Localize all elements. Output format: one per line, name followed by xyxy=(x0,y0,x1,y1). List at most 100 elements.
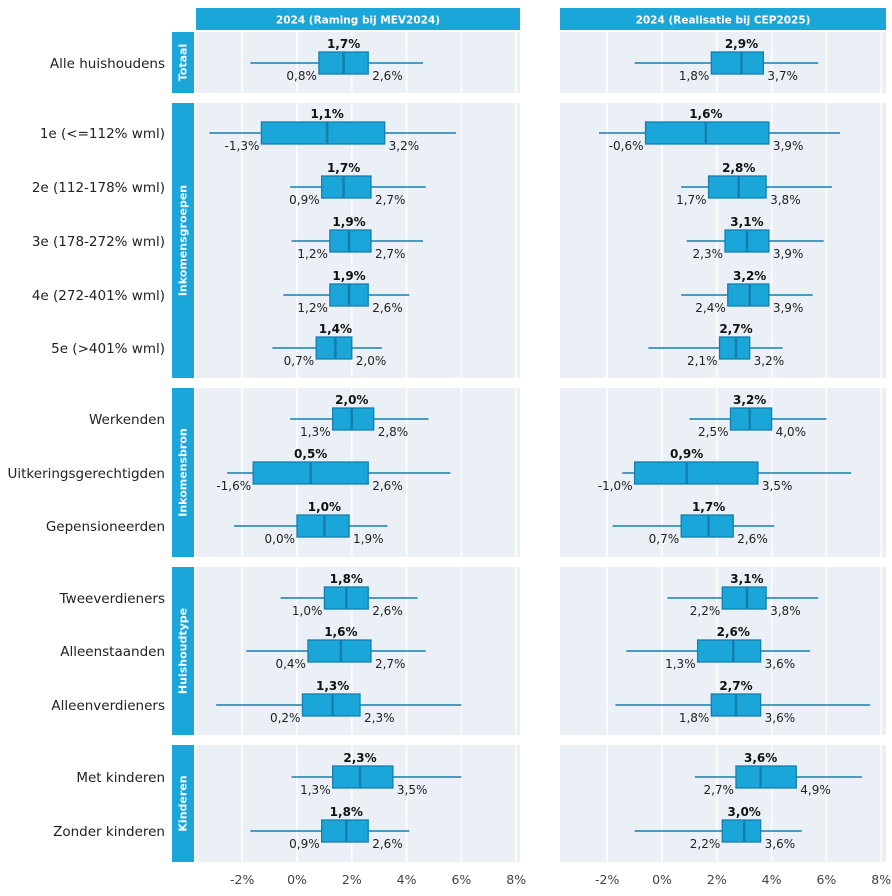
q3-label: 2,7% xyxy=(375,657,406,671)
q1-label: 2,2% xyxy=(690,837,721,851)
box xyxy=(301,693,361,717)
row-label: Gepensioneerden xyxy=(46,519,165,535)
q1-label: -1,3% xyxy=(225,139,260,153)
q1-label: 0,8% xyxy=(286,69,317,83)
median-label: 1,9% xyxy=(332,215,365,229)
q1-label: 1,8% xyxy=(679,69,710,83)
box xyxy=(315,336,353,360)
median-label: 1,8% xyxy=(330,805,363,819)
q3-label: 4,0% xyxy=(776,425,807,439)
facet-label: Inkomensbron xyxy=(177,428,190,517)
box xyxy=(296,514,350,538)
row-label: Alleenverdieners xyxy=(51,698,165,714)
x-tick-label: 8% xyxy=(506,872,526,887)
row-label: 2e (112-178% wml) xyxy=(32,180,165,196)
q3-label: 2,6% xyxy=(372,479,403,493)
median-label: 1,0% xyxy=(308,500,341,514)
box xyxy=(321,175,372,199)
q3-label: 3,2% xyxy=(754,354,785,368)
box xyxy=(331,407,375,431)
q3-label: 2,8% xyxy=(378,425,409,439)
box xyxy=(644,121,770,145)
q3-label: 3,6% xyxy=(765,711,796,725)
q3-label: 2,6% xyxy=(372,301,403,315)
row-label: Zonder kinderen xyxy=(53,824,165,840)
q1-label: 1,8% xyxy=(679,711,710,725)
q3-label: 2,6% xyxy=(372,604,403,618)
row-label: Uitkeringsgerechtigden xyxy=(8,466,166,482)
q3-label: 2,6% xyxy=(737,532,768,546)
q1-label: 1,7% xyxy=(676,193,707,207)
median-label: 2,8% xyxy=(722,161,755,175)
q3-label: 3,5% xyxy=(397,783,428,797)
x-tick-label: 0% xyxy=(287,872,307,887)
median-label: 1,4% xyxy=(319,322,352,336)
q1-label: 0,7% xyxy=(284,354,315,368)
median-label: 3,1% xyxy=(730,215,763,229)
box xyxy=(260,121,386,145)
panel-background xyxy=(560,745,886,862)
median-label: 1,7% xyxy=(327,37,360,51)
q1-label: 2,2% xyxy=(690,604,721,618)
q3-label: 2,0% xyxy=(356,354,387,368)
q1-label: 0,4% xyxy=(275,657,306,671)
facet-strip xyxy=(172,103,194,378)
q1-label: 2,1% xyxy=(687,354,718,368)
q1-label: 0,2% xyxy=(270,711,301,725)
box xyxy=(329,229,372,253)
median-label: 1,6% xyxy=(324,625,357,639)
median-label: 3,2% xyxy=(733,393,766,407)
x-tick-label: 6% xyxy=(451,872,471,887)
median-label: 1,8% xyxy=(330,572,363,586)
median-label: 2,7% xyxy=(719,679,752,693)
facet-strip xyxy=(172,388,194,557)
median-label: 3,0% xyxy=(728,805,761,819)
q3-label: 3,9% xyxy=(773,301,804,315)
q3-label: 2,3% xyxy=(364,711,395,725)
median-label: 3,2% xyxy=(733,269,766,283)
box xyxy=(321,819,369,843)
box xyxy=(721,586,767,610)
q1-label: 1,0% xyxy=(292,604,323,618)
row-label: Tweeverdieners xyxy=(59,591,165,607)
box xyxy=(696,639,762,663)
q1-label: 2,7% xyxy=(703,783,734,797)
median-label: 2,6% xyxy=(717,625,750,639)
x-tick-label: 2% xyxy=(707,872,727,887)
median-label: 2,7% xyxy=(719,322,752,336)
q1-label: 1,3% xyxy=(300,783,331,797)
x-tick-label: 4% xyxy=(397,872,417,887)
box xyxy=(633,461,759,485)
facet-label: Huishoudtype xyxy=(177,608,190,694)
q3-label: 3,9% xyxy=(773,139,804,153)
box xyxy=(718,336,751,360)
q1-label: -0,6% xyxy=(609,139,644,153)
q1-label: 0,9% xyxy=(289,837,320,851)
facet-strip xyxy=(172,567,194,735)
q3-label: 2,6% xyxy=(372,837,403,851)
median-label: 0,9% xyxy=(670,447,703,461)
facet-label: Totaal xyxy=(177,44,190,81)
median-label: 1,7% xyxy=(327,161,360,175)
x-tick-label: 6% xyxy=(816,872,836,887)
row-label: 1e (<=112% wml) xyxy=(40,126,165,142)
q1-label: 0,7% xyxy=(649,532,680,546)
q1-label: 1,3% xyxy=(300,425,331,439)
q3-label: 2,7% xyxy=(375,193,406,207)
q1-label: 1,2% xyxy=(297,301,328,315)
q3-label: 3,2% xyxy=(389,139,420,153)
q3-label: 2,6% xyxy=(372,69,403,83)
q1-label: 1,2% xyxy=(297,247,328,261)
q1-label: 2,3% xyxy=(693,247,724,261)
facet-label: Kinderen xyxy=(177,775,190,831)
box xyxy=(727,283,770,307)
q3-label: 3,6% xyxy=(765,657,796,671)
row-label: 4e (272-401% wml) xyxy=(32,288,165,304)
panel-title-strip xyxy=(196,8,520,30)
median-label: 1,6% xyxy=(689,107,722,121)
x-tick-label: 4% xyxy=(762,872,782,887)
median-label: 2,9% xyxy=(725,37,758,51)
row-label: Alleenstaanden xyxy=(60,644,165,660)
row-label: Werkenden xyxy=(89,412,165,428)
q3-label: 4,9% xyxy=(800,783,831,797)
